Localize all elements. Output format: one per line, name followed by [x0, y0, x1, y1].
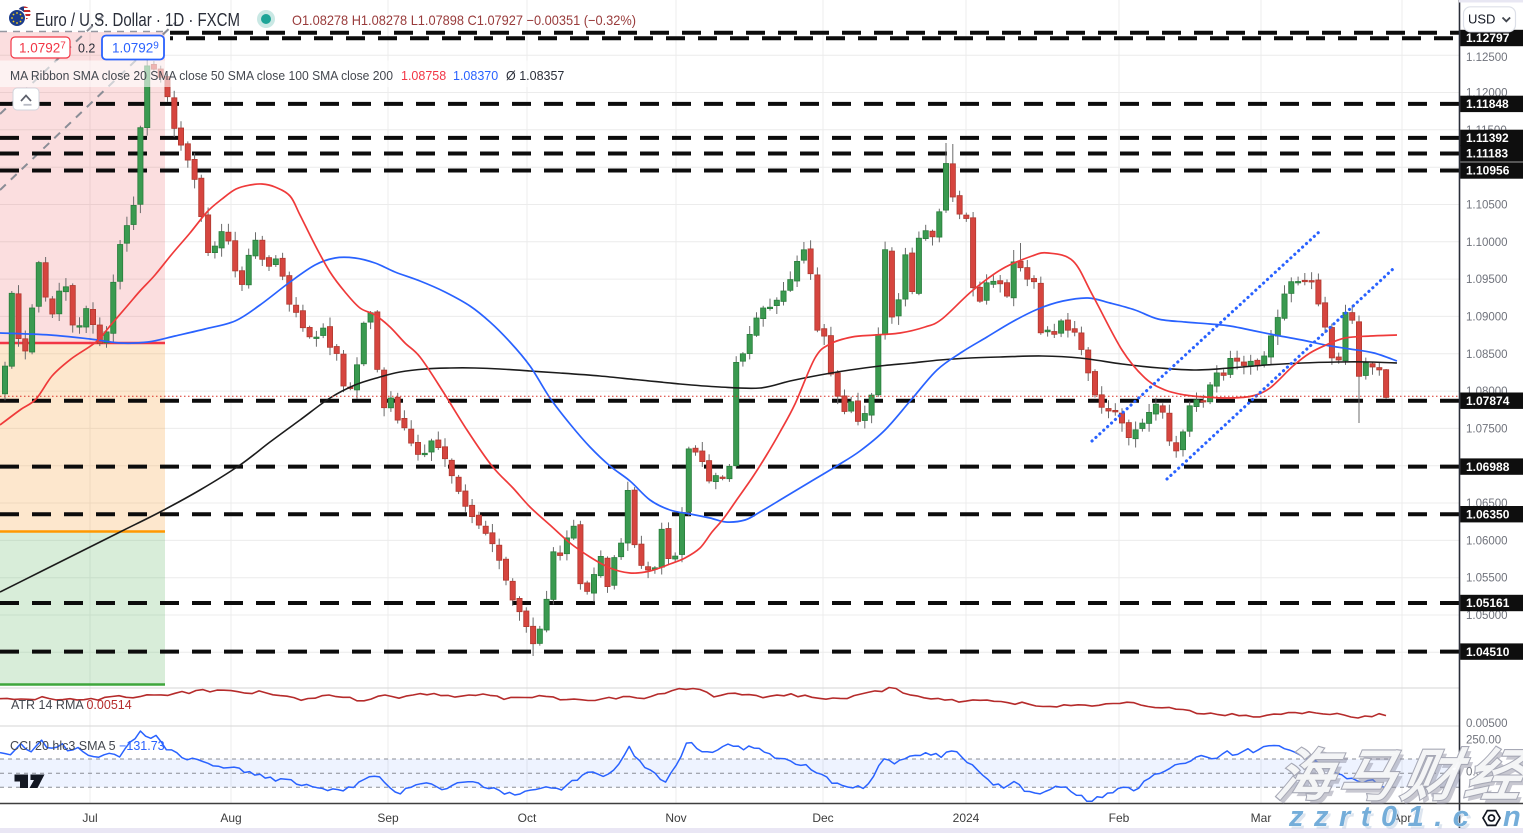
svg-text:1.09000: 1.09000: [1466, 312, 1508, 324]
svg-text:1.06000: 1.06000: [1466, 535, 1508, 547]
svg-text:1.10000: 1.10000: [1466, 237, 1508, 249]
svg-text:1.10956: 1.10956: [1466, 164, 1510, 178]
svg-text:MA Ribbon SMA close 20 SMA clo: MA Ribbon SMA close 20 SMA close 50 SMA …: [10, 69, 393, 83]
svg-text:Feb: Feb: [1109, 811, 1130, 825]
svg-text:250.00: 250.00: [1466, 735, 1501, 747]
svg-text:Oct: Oct: [518, 811, 537, 825]
svg-text:1.06988: 1.06988: [1466, 460, 1510, 474]
svg-text:2024: 2024: [953, 811, 980, 825]
svg-text:n: n: [1503, 801, 1521, 833]
svg-text:1.07874: 1.07874: [1466, 394, 1510, 408]
svg-text:ATR 14 RMA 0.00514: ATR 14 RMA 0.00514: [11, 698, 132, 712]
svg-text:1.05161: 1.05161: [1466, 596, 1510, 610]
svg-text:Aug: Aug: [220, 811, 241, 825]
svg-text:zzrt01.c: zzrt01.c: [1291, 804, 1482, 833]
svg-text:1.07929: 1.07929: [112, 41, 159, 56]
svg-text:1.12797: 1.12797: [1466, 31, 1510, 45]
svg-text:1.09500: 1.09500: [1466, 274, 1508, 286]
svg-text:Nov: Nov: [665, 811, 686, 825]
svg-text:1.07500: 1.07500: [1466, 423, 1508, 435]
svg-text:USD: USD: [1468, 12, 1495, 27]
svg-text:1.07927: 1.07927: [19, 41, 66, 56]
svg-text:1.08370: 1.08370: [453, 69, 498, 83]
svg-text:1.11392: 1.11392: [1466, 131, 1509, 145]
svg-text:海马财经: 海马财经: [1275, 748, 1523, 811]
svg-text:Euro / U.S. Dollar · 1D · FXCM: Euro / U.S. Dollar · 1D · FXCM: [35, 10, 240, 30]
svg-text:海马财经: 海马财经: [1272, 744, 1523, 807]
svg-text:1.08500: 1.08500: [1466, 349, 1508, 361]
svg-text:1.12500: 1.12500: [1466, 52, 1508, 64]
svg-text:O1.08278 H1.08278 L1.07898 C1.: O1.08278 H1.08278 L1.07898 C1.07927 −0.0…: [292, 12, 636, 28]
svg-text:Dec: Dec: [812, 811, 833, 825]
svg-text:0.00: 0.00: [1466, 766, 1488, 778]
svg-text:0.2: 0.2: [78, 42, 95, 56]
svg-text:Mar: Mar: [1251, 811, 1272, 825]
svg-text:CCI 20 hlc3 SMA 5 −131.73: CCI 20 hlc3 SMA 5 −131.73: [10, 739, 165, 753]
svg-text:Ø 1.08357: Ø 1.08357: [506, 69, 564, 83]
svg-text:Jul: Jul: [82, 811, 97, 825]
svg-text:1.11848: 1.11848: [1466, 97, 1509, 111]
svg-text:1.05500: 1.05500: [1466, 573, 1508, 585]
svg-text:1.04510: 1.04510: [1466, 645, 1510, 659]
svg-text:1.05000: 1.05000: [1466, 610, 1508, 622]
svg-text:Sep: Sep: [377, 811, 399, 825]
svg-text:zzrt01.c: zzrt01.c: [1288, 801, 1479, 833]
svg-text:1.10500: 1.10500: [1466, 200, 1508, 212]
svg-text:0.00500: 0.00500: [1466, 718, 1508, 730]
svg-text:1.08758: 1.08758: [401, 69, 446, 83]
svg-text:Apr: Apr: [1393, 811, 1412, 825]
svg-text:1.06350: 1.06350: [1466, 507, 1510, 521]
svg-text:1.11183: 1.11183: [1466, 147, 1508, 161]
